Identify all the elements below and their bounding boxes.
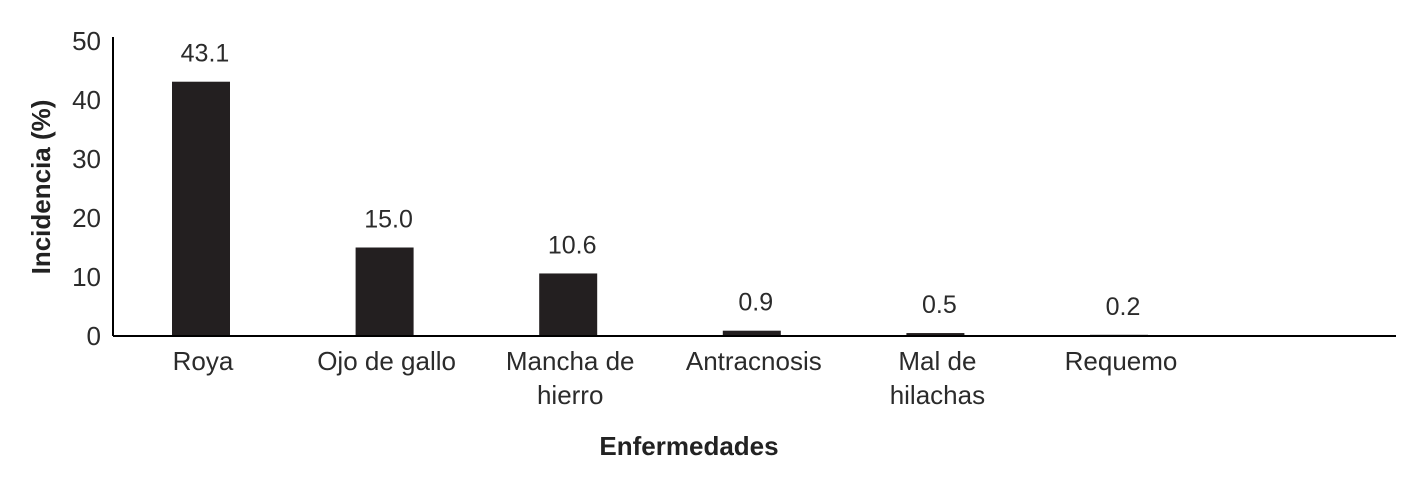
x-axis-title: Enfermedades (599, 431, 778, 461)
y-tick-label: 30 (72, 144, 101, 174)
x-tick-label: Mal de hilachas (890, 346, 985, 410)
bars (172, 81, 1148, 337)
y-tick-label: 50 (72, 26, 101, 56)
bar (539, 273, 598, 336)
data-labels: 43.1 15.0 10.6 0.9 0.5 0.2 (181, 40, 1141, 321)
x-tick-label: Requemo (1065, 346, 1178, 376)
data-label: 0.5 (922, 291, 957, 319)
bar (906, 333, 965, 336)
data-label: 0.2 (1106, 293, 1141, 321)
bar (722, 330, 781, 336)
data-label: 15.0 (364, 206, 413, 234)
x-tick-label: Mancha de hierro (506, 346, 635, 410)
bar (172, 81, 230, 337)
x-tick-label: Roya (173, 346, 234, 376)
y-tick-label: 0 (87, 321, 101, 351)
data-label: 10.6 (548, 231, 597, 259)
bar (355, 247, 414, 336)
x-tick-label: Ojo de gallo (317, 346, 456, 376)
y-tick-label: 10 (72, 262, 101, 292)
y-axis-title: Incidencia (%) (26, 100, 56, 275)
data-label: 0.9 (738, 289, 773, 317)
y-axis: 0 10 20 30 40 50 (72, 26, 114, 351)
y-tick-label: 40 (72, 85, 101, 115)
data-label: 43.1 (181, 40, 230, 68)
y-tick-label: 20 (72, 203, 101, 233)
x-axis: Roya Ojo de gallo Mancha de hierro Antracnos… (113, 335, 1396, 410)
x-tick-label: Antracnosis (686, 346, 822, 376)
